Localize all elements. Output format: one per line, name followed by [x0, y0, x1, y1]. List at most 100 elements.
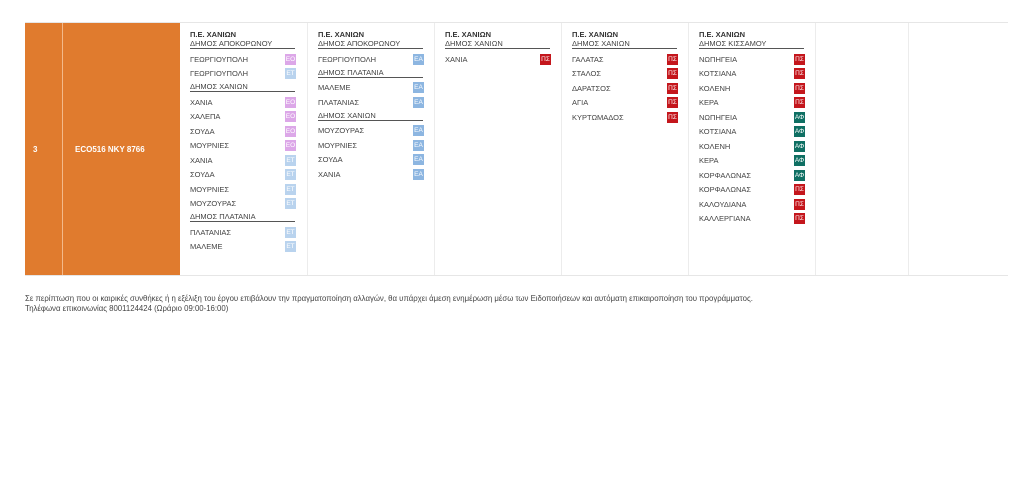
- work-type-badge: ΕΤ: [285, 154, 296, 166]
- municipality-label: ΔΗΜΟΣ ΠΛΑΤΑΝΙΑ: [318, 68, 423, 78]
- work-type-badge: ΑΦ: [794, 169, 805, 181]
- location-row: ΜΟΥΖΟΥΡΑΣ ΕΑ: [318, 124, 424, 139]
- location-name: ΚΑΛΛΕΡΓΙΑΝΑ: [699, 214, 751, 224]
- location-row: ΧΑΝΙΑ ΕΤ: [190, 153, 296, 168]
- schedule-column-1: Π.Ε. ΧΑΝΙΩΝ ΔΗΜΟΣ ΑΠΟΚΟΡΩΝΟΥ ΓΕΩΡΓΙΟΥΠΟΛΗ Ε…: [180, 23, 308, 275]
- municipality-label: ΔΗΜΟΣ ΚΙΣΣΑΜΟΥ: [699, 39, 804, 49]
- schedule-column-3: Π.Ε. ΧΑΝΙΩΝ ΔΗΜΟΣ ΧΑΝΙΩΝ ΧΑΝΙΑ ΠΣ: [435, 23, 562, 275]
- location-row: ΜΑΛΕΜΕ ΕΑ: [318, 81, 424, 96]
- municipality-label: ΔΗΜΟΣ ΧΑΝΙΩΝ: [318, 111, 423, 121]
- location-name: ΓΑΛΑΤΑΣ: [572, 54, 604, 64]
- location-name: ΜΟΥΖΟΥΡΑΣ: [318, 126, 365, 136]
- schedule-column-7: [909, 23, 1001, 275]
- location-name: ΚΟΛΕΝΗ: [699, 141, 731, 151]
- location-name: ΜΟΥΡΝΙΕΣ: [190, 141, 229, 151]
- location-name: ΜΑΛΕΜΕ: [190, 242, 223, 252]
- work-type-badge: ΕΑ: [413, 96, 424, 108]
- work-type-badge: ΕΤ: [285, 198, 296, 210]
- regional-unit-label: Π.Ε. ΧΑΝΙΩΝ: [572, 30, 619, 39]
- work-type-badge: ΠΣ: [794, 97, 805, 109]
- location-name: ΚΥΡΤΩΜΑΔΟΣ: [572, 112, 624, 122]
- location-row: ΧΑΝΙΑ ΕΟ: [190, 95, 296, 110]
- location-name: ΓΕΩΡΓΙΟΥΠΟΛΗ: [190, 54, 249, 64]
- location-name: ΚΟΡΦΑΛΩΝΑΣ: [699, 170, 752, 180]
- location-row: ΚΕΡΑ ΑΦ: [699, 154, 805, 169]
- location-name: ΜΟΥΡΝΙΕΣ: [190, 184, 229, 194]
- location-name: ΚΟΤΣΙΑΝΑ: [699, 127, 737, 137]
- location-name: ΝΩΠΗΓΕΙΑ: [699, 54, 738, 64]
- work-type-badge: ΕΟ: [285, 96, 296, 108]
- location-row: ΜΟΥΡΝΙΕΣ ΕΤ: [190, 182, 296, 197]
- location-name: ΚΕΡΑ: [699, 98, 719, 108]
- location-name: ΓΕΩΡΓΙΟΥΠΟΛΗ: [190, 69, 249, 79]
- work-type-badge: ΠΣ: [667, 68, 678, 80]
- location-row: ΚΥΡΤΩΜΑΔΟΣ ΠΣ: [572, 110, 678, 125]
- location-name: ΜΟΥΖΟΥΡΑΣ: [190, 199, 237, 209]
- work-type-badge: ΕΟ: [285, 125, 296, 137]
- location-row: ΣΟΥΔΑ ΕΟ: [190, 124, 296, 139]
- location-name: ΠΛΑΤΑΝΙΑΣ: [318, 97, 360, 107]
- schedule-column-5: Π.Ε. ΧΑΝΙΩΝ ΔΗΜΟΣ ΚΙΣΣΑΜΟΥ ΝΩΠΗΓΕΙΑ ΠΣ ΚΟΤΣΙ…: [689, 23, 816, 275]
- location-row: ΜΑΛΕΜΕ ΕΤ: [190, 240, 296, 255]
- work-type-badge: ΕΤ: [285, 226, 296, 238]
- work-type-badge: ΠΣ: [667, 82, 678, 94]
- location-name: ΠΛΑΤΑΝΙΑΣ: [190, 227, 232, 237]
- work-type-badge: ΕΤ: [285, 241, 296, 253]
- location-row: ΣΟΥΔΑ ΕΤ: [190, 168, 296, 183]
- regional-unit-label: Π.Ε. ΧΑΝΙΩΝ: [190, 30, 237, 39]
- schedule-column-2: Π.Ε. ΧΑΝΙΩΝ ΔΗΜΟΣ ΑΠΟΚΟΡΩΝΟΥ ΓΕΩΡΓΙΟΥΠΟΛΗ Ε…: [308, 23, 435, 275]
- row-number: 3: [25, 23, 62, 275]
- work-type-badge: ΠΣ: [540, 53, 551, 65]
- work-type-badge: ΕΤ: [285, 169, 296, 181]
- location-row: ΜΟΥΖΟΥΡΑΣ ΕΤ: [190, 197, 296, 212]
- schedule-column-6: [816, 23, 909, 275]
- location-name: ΑΓΙΑ: [572, 98, 589, 108]
- location-name: ΚΟΛΕΝΗ: [699, 83, 731, 93]
- location-name: ΝΩΠΗΓΕΙΑ: [699, 112, 738, 122]
- work-type-badge: ΕΤ: [285, 68, 296, 80]
- work-type-badge: ΠΣ: [794, 53, 805, 65]
- work-type-badge: ΑΦ: [794, 111, 805, 123]
- location-name: ΚΟΤΣΙΑΝΑ: [699, 69, 737, 79]
- location-name: ΧΑΝΙΑ: [190, 155, 213, 165]
- work-type-badge: ΠΣ: [667, 53, 678, 65]
- footer-note: Σε περίπτωση που οι καιρικές συνθήκες ή …: [25, 294, 753, 314]
- regional-unit-label: Π.Ε. ΧΑΝΙΩΝ: [445, 30, 492, 39]
- location-row: ΓΕΩΡΓΙΟΥΠΟΛΗ ΕΟ: [190, 52, 296, 67]
- work-type-badge: ΕΟ: [285, 111, 296, 123]
- work-type-badge: ΑΦ: [794, 155, 805, 167]
- municipality-label: ΔΗΜΟΣ ΑΠΟΚΟΡΩΝΟΥ: [190, 39, 295, 49]
- work-type-badge: ΕΟ: [285, 140, 296, 152]
- location-name: ΧΑΛΕΠΑ: [190, 112, 221, 122]
- work-type-badge: ΠΣ: [794, 68, 805, 80]
- location-row: ΝΩΠΗΓΕΙΑ ΑΦ: [699, 110, 805, 125]
- location-row: ΚΟΡΦΑΛΩΝΑΣ ΑΦ: [699, 168, 805, 183]
- work-type-badge: ΕΑ: [413, 154, 424, 166]
- work-type-badge: ΠΣ: [794, 184, 805, 196]
- location-row: ΝΩΠΗΓΕΙΑ ΠΣ: [699, 52, 805, 67]
- municipality-label: ΔΗΜΟΣ ΠΛΑΤΑΝΙΑ: [190, 212, 295, 222]
- work-type-badge: ΠΣ: [794, 198, 805, 210]
- location-row: ΚΟΡΦΑΛΩΝΑΣ ΠΣ: [699, 183, 805, 198]
- schedule-column-4: Π.Ε. ΧΑΝΙΩΝ ΔΗΜΟΣ ΧΑΝΙΩΝ ΓΑΛΑΤΑΣ ΠΣ ΣΤΑΛΟΣ ΠΣ…: [562, 23, 689, 275]
- work-type-badge: ΠΣ: [794, 82, 805, 94]
- location-name: ΣΤΑΛΟΣ: [572, 69, 601, 79]
- work-type-badge: ΕΑ: [413, 82, 424, 94]
- location-row: ΣΤΑΛΟΣ ΠΣ: [572, 67, 678, 82]
- location-row: ΓΑΛΑΤΑΣ ΠΣ: [572, 52, 678, 67]
- footer-line-2: Τηλέφωνα επικοινωνίας 8001124424 (Ωράριο…: [25, 304, 229, 313]
- location-name: ΚΑΛΟΥΔΙΑΝΑ: [699, 199, 747, 209]
- municipality-label: ΔΗΜΟΣ ΧΑΝΙΩΝ: [572, 39, 677, 49]
- location-name: ΧΑΝΙΑ: [318, 169, 341, 179]
- location-name: ΔΑΡΑΤΣΟΣ: [572, 83, 611, 93]
- work-type-badge: ΕΑ: [413, 53, 424, 65]
- location-row: ΑΓΙΑ ΠΣ: [572, 96, 678, 111]
- work-type-badge: ΑΦ: [794, 126, 805, 138]
- vehicle-code: ECO516 NKY 8766: [62, 23, 180, 275]
- location-name: ΜΑΛΕΜΕ: [318, 83, 351, 93]
- municipality-label: ΔΗΜΟΣ ΑΠΟΚΟΡΩΝΟΥ: [318, 39, 423, 49]
- work-type-badge: ΕΑ: [413, 139, 424, 151]
- location-name: ΚΕΡΑ: [699, 156, 719, 166]
- work-type-badge: ΑΦ: [794, 140, 805, 152]
- location-name: ΧΑΝΙΑ: [190, 97, 213, 107]
